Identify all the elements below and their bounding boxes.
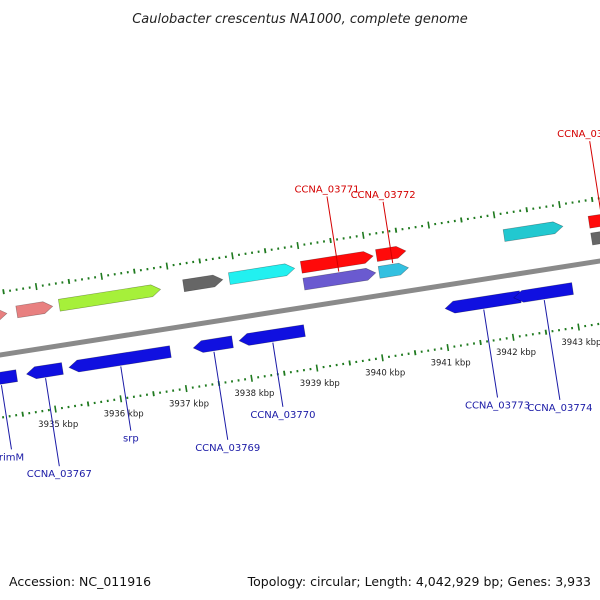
gene-ccna_03773-leader xyxy=(483,309,499,398)
gene-ccna_03767-arrow[interactable] xyxy=(25,362,64,380)
lower-scale-tick xyxy=(348,360,352,366)
gene-ccna_03774-leader xyxy=(543,300,561,400)
gene-srp-arrow[interactable] xyxy=(68,345,172,373)
scale-label: 3941 kbp xyxy=(431,358,471,368)
upper-scale-tick xyxy=(165,262,169,270)
gene-ccna_03770-leader xyxy=(272,342,284,407)
scale-label: 3943 kbp xyxy=(561,338,600,348)
lower-scale-tick xyxy=(54,405,57,413)
upper-scale-tick xyxy=(394,227,398,233)
gene-ccna_03770-label[interactable]: CCNA_03770 xyxy=(250,410,315,421)
lower-scale-tick xyxy=(511,333,515,341)
gene-ccna_03771-label[interactable]: CCNA_03771 xyxy=(294,184,359,195)
gene-ccna_03771-leader xyxy=(326,196,340,272)
gene-feature-arrow[interactable] xyxy=(0,309,8,325)
lower-scale-tick xyxy=(544,329,548,335)
scale-label: 3936 kbp xyxy=(104,410,144,420)
upper-scale-tick xyxy=(133,268,136,274)
gene-ccna_03773-arrow[interactable] xyxy=(444,290,522,314)
upper-scale-tick xyxy=(67,278,71,285)
gene-ccna_03771-arrow[interactable] xyxy=(299,251,374,274)
scale-label: 3937 kbp xyxy=(169,399,209,409)
gene-ccna_03769-leader xyxy=(213,351,229,440)
upper-scale-tick xyxy=(329,237,332,244)
gene-ccna_03772-arrow[interactable] xyxy=(375,246,407,262)
upper-scale-tick xyxy=(2,289,5,295)
lower-scale-tick xyxy=(184,384,188,393)
gene-feature-arrow[interactable] xyxy=(15,301,54,319)
gene-ccna_03775-arrow[interactable] xyxy=(587,214,600,229)
scale-label: 3940 kbp xyxy=(365,369,405,379)
gene-feature-arrow[interactable] xyxy=(502,221,564,242)
gene-ccna_03773-label[interactable]: CCNA_03773 xyxy=(465,401,530,412)
upper-scale-tick xyxy=(460,217,463,223)
gene-ccna_03775-label[interactable]: CCNA_03775 xyxy=(557,129,600,140)
upper-scale-tick xyxy=(100,272,103,280)
gene-ccna_03769-arrow[interactable] xyxy=(192,335,234,353)
gene-ccna_03767-label[interactable]: CCNA_03767 xyxy=(27,469,92,480)
genome-map: 3935 kbp 3936 kbp 3937 kbp 3938 kbp 3939 kbp… xyxy=(0,129,600,480)
upper-scale-tick xyxy=(263,248,267,254)
gene-feature-arrow[interactable] xyxy=(302,267,377,291)
lower-scale-tick xyxy=(413,350,417,356)
gene-ccna_03774-label[interactable]: CCNA_03774 xyxy=(527,403,592,414)
lower-scale-tick xyxy=(446,344,450,352)
genome-backbone xyxy=(0,258,600,358)
upper-scale-tick xyxy=(231,252,234,260)
gene-ccna_03772-label[interactable]: CCNA_03772 xyxy=(351,190,416,201)
gene-ccna_03769-label[interactable]: CCNA_03769 xyxy=(195,443,260,454)
lower-scale-tick xyxy=(250,374,253,382)
gene-ccna_03774-arrow[interactable] xyxy=(513,282,574,303)
gene-ccna_03770-arrow[interactable] xyxy=(238,324,306,346)
genome-title: Caulobacter crescentus NA1000, complete … xyxy=(132,12,468,27)
upper-scale-tick xyxy=(34,282,38,291)
gene-feature-arrow[interactable] xyxy=(590,230,600,246)
gene-rimm-arrow[interactable] xyxy=(0,369,18,386)
upper-scale-tick xyxy=(361,231,365,239)
lower-scale-tick xyxy=(381,354,384,362)
gene-ccna_03767-leader xyxy=(45,378,60,467)
scale-label: 3938 kbp xyxy=(234,389,274,399)
lower-scale-tick xyxy=(86,401,90,407)
upper-scale-tick xyxy=(296,242,300,250)
upper-scale-tick xyxy=(427,221,430,229)
gene-ccna_03775-leader xyxy=(589,141,600,211)
lower-scale-tick xyxy=(119,395,123,403)
scale-label: 3942 kbp xyxy=(496,348,536,358)
accession-text: Accession: NC_011916 xyxy=(9,574,151,589)
gene-srp-label[interactable]: srp xyxy=(123,434,139,445)
gene-rimm-leader xyxy=(0,385,12,450)
gene-srp-leader xyxy=(120,366,132,431)
upper-scale-tick xyxy=(492,211,496,219)
upper-scale-tick xyxy=(525,207,529,213)
lower-scale-tick xyxy=(315,364,319,372)
scale-label: 3939 kbp xyxy=(300,379,340,389)
lower-scale-tick xyxy=(577,323,580,331)
gene-feature-arrow[interactable] xyxy=(377,262,410,279)
lower-scale-tick xyxy=(21,411,24,417)
gene-feature-arrow[interactable] xyxy=(228,263,296,285)
genome-summary-text: Topology: circular; Length: 4,042,929 bp… xyxy=(247,574,591,589)
gene-ccna_03772-leader xyxy=(382,201,394,264)
lower-scale-tick xyxy=(479,339,482,346)
gene-feature-arrow[interactable] xyxy=(182,274,224,293)
scale-label: 3935 kbp xyxy=(38,420,78,430)
gene-rimm-label[interactable]: rimM xyxy=(0,452,24,463)
lower-scale-tick xyxy=(152,391,155,397)
gene-feature-arrow[interactable] xyxy=(57,284,162,312)
upper-scale-tick xyxy=(558,201,561,209)
lower-scale-tick xyxy=(283,370,286,376)
upper-scale-tick xyxy=(198,258,202,264)
upper-scale-tick xyxy=(590,196,594,203)
